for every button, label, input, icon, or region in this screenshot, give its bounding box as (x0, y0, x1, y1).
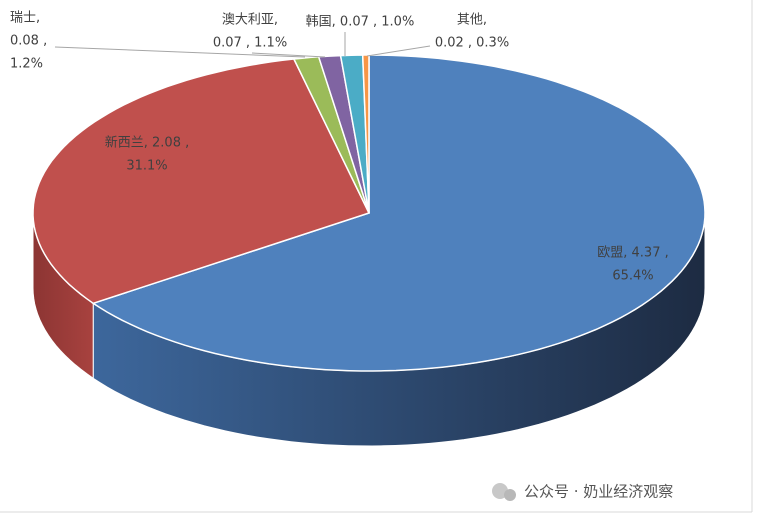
watermark-text: 公众号 · 奶业经济观察 (524, 483, 673, 501)
data-label: 31.1% (126, 159, 167, 174)
data-label: 瑞士, (10, 11, 40, 26)
leader-line (366, 45, 431, 57)
data-label: 澳大利亚, (222, 12, 278, 28)
data-label: 其他, (457, 13, 487, 28)
data-label: 0.02 , 0.3% (435, 36, 509, 51)
data-label: 新西兰, 2.08 , (105, 135, 189, 151)
leader-line (251, 52, 326, 58)
data-label: 韩国, 0.07 , 1.0% (306, 15, 415, 30)
data-label: 0.08 , (10, 34, 47, 49)
data-label: 欧盟, 4.37 , (597, 246, 668, 261)
watermark: 公众号 · 奶业经济观察 (492, 483, 673, 501)
data-label: 65.4% (612, 269, 653, 284)
watermark-icon (504, 489, 516, 501)
data-label: 0.07 , 1.1% (213, 36, 287, 51)
leader-line (54, 46, 306, 58)
slice (91, 54, 706, 372)
slice (361, 54, 370, 214)
data-label: 1.2% (10, 57, 43, 72)
slice (32, 58, 371, 305)
